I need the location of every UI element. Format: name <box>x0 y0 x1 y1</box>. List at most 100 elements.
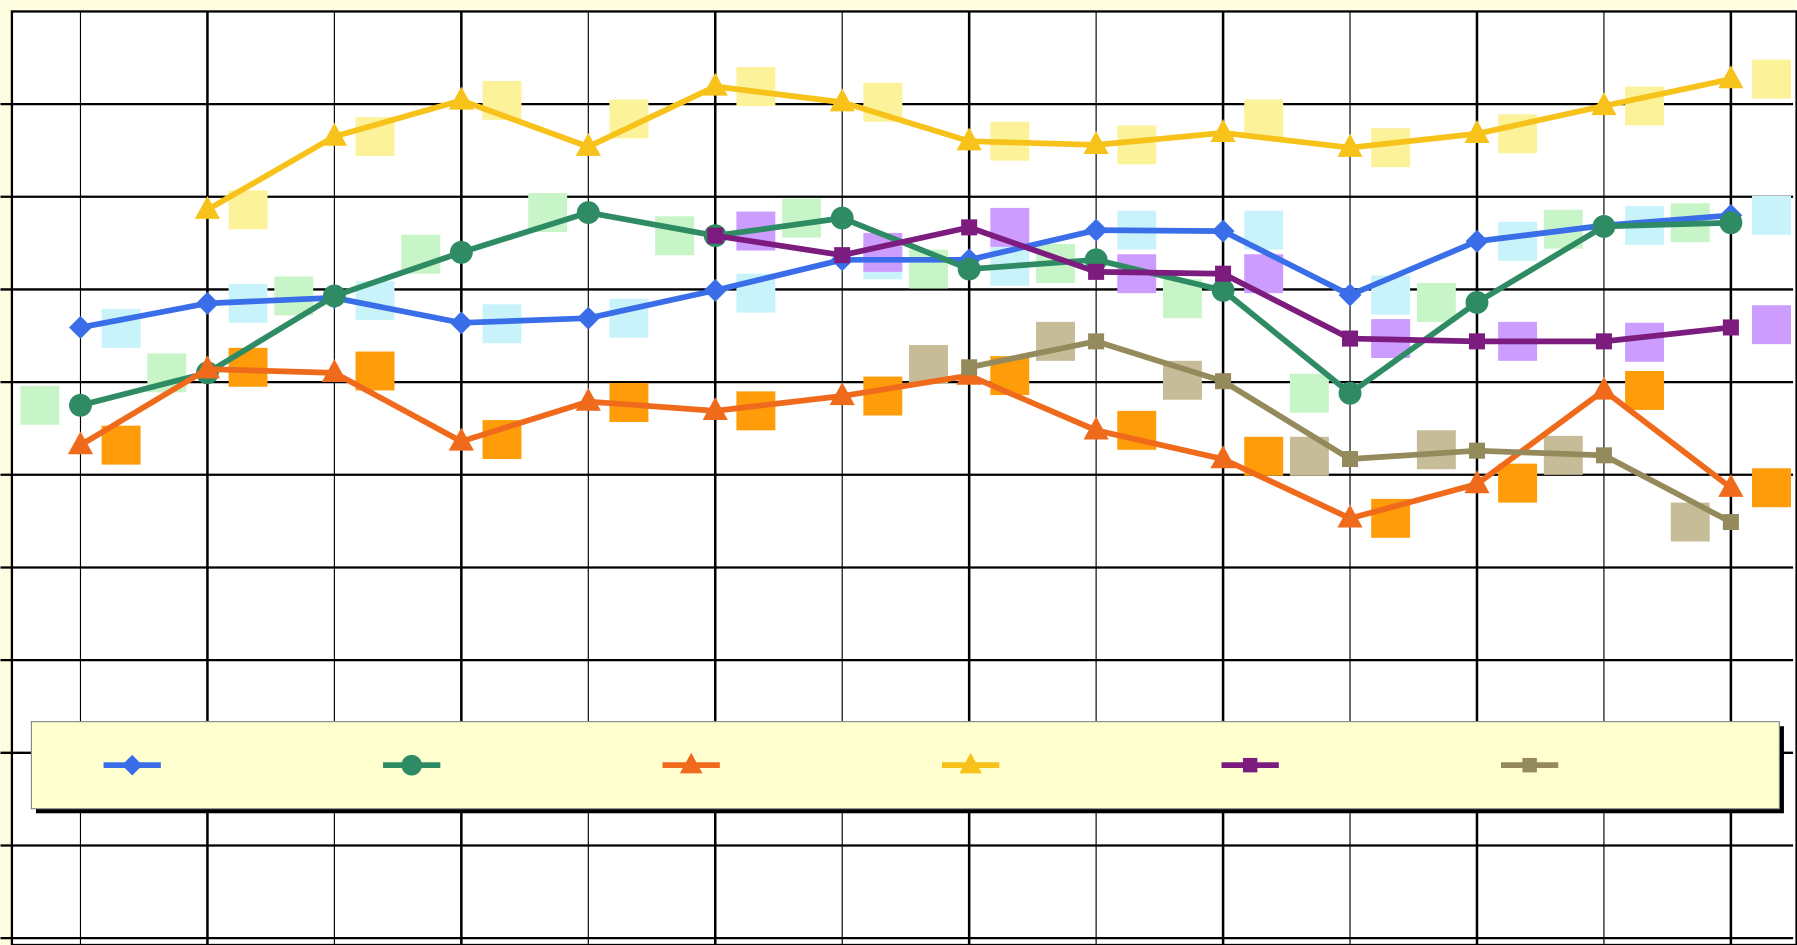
marker <box>1083 416 1109 440</box>
marker <box>1465 290 1489 314</box>
legend <box>30 721 1784 814</box>
legend-marker <box>1522 757 1537 773</box>
marker <box>1468 442 1485 459</box>
marker <box>1342 451 1359 468</box>
marker <box>1244 99 1284 139</box>
marker <box>834 247 851 264</box>
marker <box>1592 214 1616 238</box>
legend-item <box>383 754 441 776</box>
marker <box>1468 333 1485 350</box>
marker <box>1338 381 1362 405</box>
marker <box>830 206 854 230</box>
series-group <box>20 59 1791 542</box>
legend-item <box>1221 757 1279 773</box>
marker <box>702 397 728 421</box>
series-line <box>79 366 1733 522</box>
marker <box>655 216 695 256</box>
legend-marker <box>679 752 703 774</box>
marker <box>1342 330 1359 347</box>
marker <box>575 133 601 156</box>
marker <box>703 278 727 302</box>
series <box>67 355 1744 528</box>
marker <box>67 431 94 455</box>
marker <box>1591 92 1617 116</box>
marker <box>1752 59 1791 99</box>
marker <box>1719 211 1743 235</box>
marker <box>1464 120 1490 143</box>
marker <box>1498 463 1538 503</box>
marker <box>1722 514 1739 531</box>
marker <box>1088 333 1105 350</box>
marker <box>448 427 474 451</box>
marker <box>863 376 903 416</box>
marker <box>575 387 601 411</box>
marker <box>355 351 395 391</box>
legend-item <box>1501 757 1559 773</box>
marker <box>1722 319 1739 336</box>
marker <box>69 393 92 417</box>
series <box>101 347 1791 538</box>
marker <box>829 88 855 112</box>
marker <box>1718 474 1744 497</box>
series <box>194 65 1744 219</box>
marker <box>956 127 982 151</box>
marker <box>1752 468 1791 508</box>
marker <box>20 385 60 425</box>
legend-item <box>662 752 720 774</box>
marker <box>707 227 724 244</box>
marker <box>1337 504 1363 528</box>
legend-item <box>942 752 1000 774</box>
marker <box>1591 376 1617 400</box>
marker <box>1498 221 1538 261</box>
marker <box>961 359 978 376</box>
marker <box>321 122 347 146</box>
legend-marker <box>959 752 983 774</box>
marker <box>1088 263 1105 280</box>
marker <box>1752 195 1791 235</box>
marker <box>69 315 92 339</box>
legend-marker <box>401 754 422 776</box>
marker <box>1595 333 1612 350</box>
series <box>961 333 1739 531</box>
marker <box>1718 65 1744 89</box>
marker <box>194 355 221 379</box>
marker <box>1211 219 1235 243</box>
marker <box>1210 445 1236 469</box>
marker <box>322 284 346 308</box>
marker <box>957 257 981 281</box>
marker <box>1416 282 1456 322</box>
series-line <box>79 212 1732 331</box>
marker <box>1371 128 1411 168</box>
marker <box>782 198 822 238</box>
series <box>707 219 1739 350</box>
marker <box>1752 305 1791 345</box>
marker <box>576 306 600 330</box>
marker <box>1215 373 1232 390</box>
marker <box>829 382 855 406</box>
marker <box>576 201 600 224</box>
marker <box>101 425 141 465</box>
marker <box>961 219 978 236</box>
marker <box>1338 283 1362 307</box>
legend-box <box>30 721 1780 810</box>
marker <box>448 86 474 110</box>
marker <box>449 240 473 264</box>
marker <box>321 359 347 383</box>
marker <box>736 391 776 431</box>
marker <box>1211 278 1235 302</box>
marker <box>1210 119 1236 143</box>
marker <box>702 72 728 96</box>
marker <box>1215 265 1232 282</box>
marker <box>194 196 221 219</box>
marker <box>1083 131 1109 155</box>
marker <box>1625 322 1665 362</box>
marker <box>1625 370 1665 410</box>
legend-marker <box>1242 757 1258 773</box>
marker <box>1595 447 1612 464</box>
marker <box>1464 470 1490 494</box>
marker <box>1337 133 1363 157</box>
marker <box>274 276 314 316</box>
marker <box>1465 229 1489 253</box>
